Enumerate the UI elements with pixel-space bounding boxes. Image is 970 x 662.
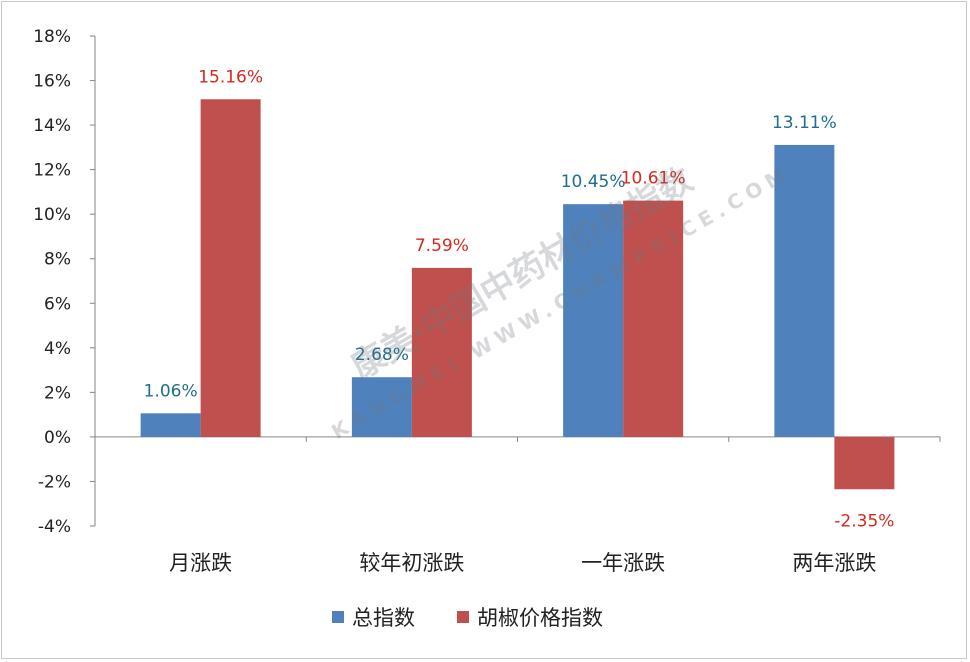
y-tick-label: 0%	[44, 428, 71, 448]
watermark-subtext: KANGMEI WWW.CNKMPRICE.COM	[327, 160, 795, 444]
bar	[623, 200, 684, 437]
legend-label: 胡椒价格指数	[477, 606, 603, 630]
y-tick-label: -4%	[38, 517, 71, 537]
data-label: -2.35%	[834, 511, 894, 531]
y-tick-label: 8%	[44, 250, 71, 270]
bar	[834, 436, 895, 490]
bar	[200, 99, 261, 437]
data-labels: 1.06% 2.68% 10.45% 13.11% 15.16% 7.59% 10.61% -…	[144, 67, 895, 531]
legend-label: 总指数	[352, 606, 415, 630]
data-label: 10.45%	[561, 172, 626, 192]
bar	[774, 144, 835, 437]
category-label: 一年涨跌	[581, 551, 665, 575]
y-tick-label: 18%	[33, 27, 71, 47]
data-label: 1.06%	[144, 381, 198, 401]
y-tick-label: -2%	[38, 472, 71, 492]
y-tick-label: 16%	[33, 72, 71, 92]
data-label: 10.61%	[621, 169, 686, 189]
watermark-logo: 康美·中国中药材价格指数 KANGMEI WWW.CNKMPRICE.COM	[327, 160, 795, 444]
bar	[140, 413, 201, 437]
category-label: 月涨跌	[169, 551, 232, 575]
legend: 总指数 胡椒价格指数	[332, 606, 603, 630]
bar	[563, 204, 624, 437]
axes: -4% -2% 0% 2% 4% 6% 8% 10% 12% 14% 16% 18% 月涨跌 较年初涨跌 一…	[33, 27, 941, 575]
bar	[351, 377, 412, 437]
y-tick-label: 2%	[44, 383, 71, 403]
data-label: 13.11%	[772, 113, 837, 133]
y-tick-label: 12%	[33, 161, 71, 181]
category-label: 较年初涨跌	[359, 551, 464, 575]
legend-swatch	[457, 611, 469, 623]
bar	[411, 267, 472, 437]
category-label: 两年涨跌	[792, 551, 876, 575]
bars	[140, 99, 895, 490]
y-tick-label: 4%	[44, 339, 71, 359]
data-label: 2.68%	[355, 345, 409, 365]
data-label: 7.59%	[415, 236, 469, 256]
y-tick-label: 10%	[33, 205, 71, 225]
y-tick-label: 6%	[44, 294, 71, 314]
data-label: 15.16%	[198, 67, 263, 87]
y-tick-label: 14%	[33, 116, 71, 136]
legend-swatch	[332, 611, 344, 623]
